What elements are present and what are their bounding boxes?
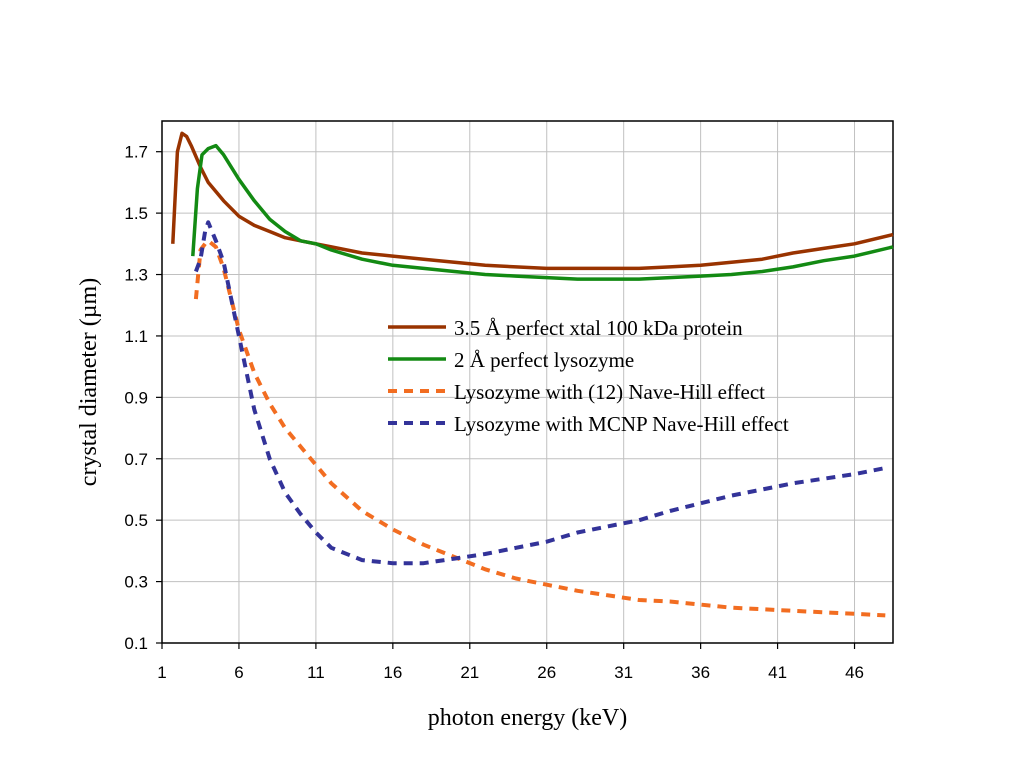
series-line-1: [171, 131, 894, 271]
x-tick-label: 6: [234, 663, 243, 682]
y-tick-label: 0.3: [124, 573, 148, 592]
plot-area: [161, 120, 894, 644]
series-line-2: [191, 143, 894, 281]
series-line-4: [194, 220, 886, 566]
y-tick-label: 0.7: [124, 450, 148, 469]
legend-label-1: 3.5 Å perfect xtal 100 kDa protein: [454, 316, 743, 340]
x-axis-label: photon energy (keV): [428, 705, 628, 731]
x-tick-label: 36: [691, 663, 710, 682]
series-line-3: [193, 238, 886, 618]
y-tick-label: 0.1: [124, 634, 148, 653]
y-tick-label: 1.5: [124, 204, 148, 223]
x-tick-label: 1: [157, 663, 166, 682]
x-tick-label: 46: [845, 663, 864, 682]
x-tick-label: 21: [460, 663, 479, 682]
y-tick-label: 0.5: [124, 511, 148, 530]
legend-label-2: 2 Å perfect lysozyme: [454, 348, 634, 372]
legend: 3.5 Å perfect xtal 100 kDa protein 2 Å pe…: [388, 316, 789, 436]
x-tick-label: 31: [614, 663, 633, 682]
legend-label-4: Lysozyme with MCNP Nave-Hill effect: [454, 412, 789, 436]
x-tick-label: 26: [537, 663, 556, 682]
y-axis-label: crystal diameter (µm): [76, 278, 102, 486]
axis-ticks: 1 6 11 16 21 26 31 36 41 460.10.30.50.70.91.11.31…: [124, 143, 864, 682]
legend-label-3: Lysozyme with (12) Nave-Hill effect: [454, 380, 765, 404]
series-group: [171, 131, 894, 618]
y-tick-label: 1.7: [124, 143, 148, 162]
y-tick-label: 1.3: [124, 266, 148, 285]
x-tick-label: 41: [768, 663, 787, 682]
y-tick-label: 0.9: [124, 388, 148, 407]
y-tick-label: 1.1: [124, 327, 148, 346]
x-tick-label: 16: [383, 663, 402, 682]
x-tick-label: 11: [307, 663, 325, 682]
